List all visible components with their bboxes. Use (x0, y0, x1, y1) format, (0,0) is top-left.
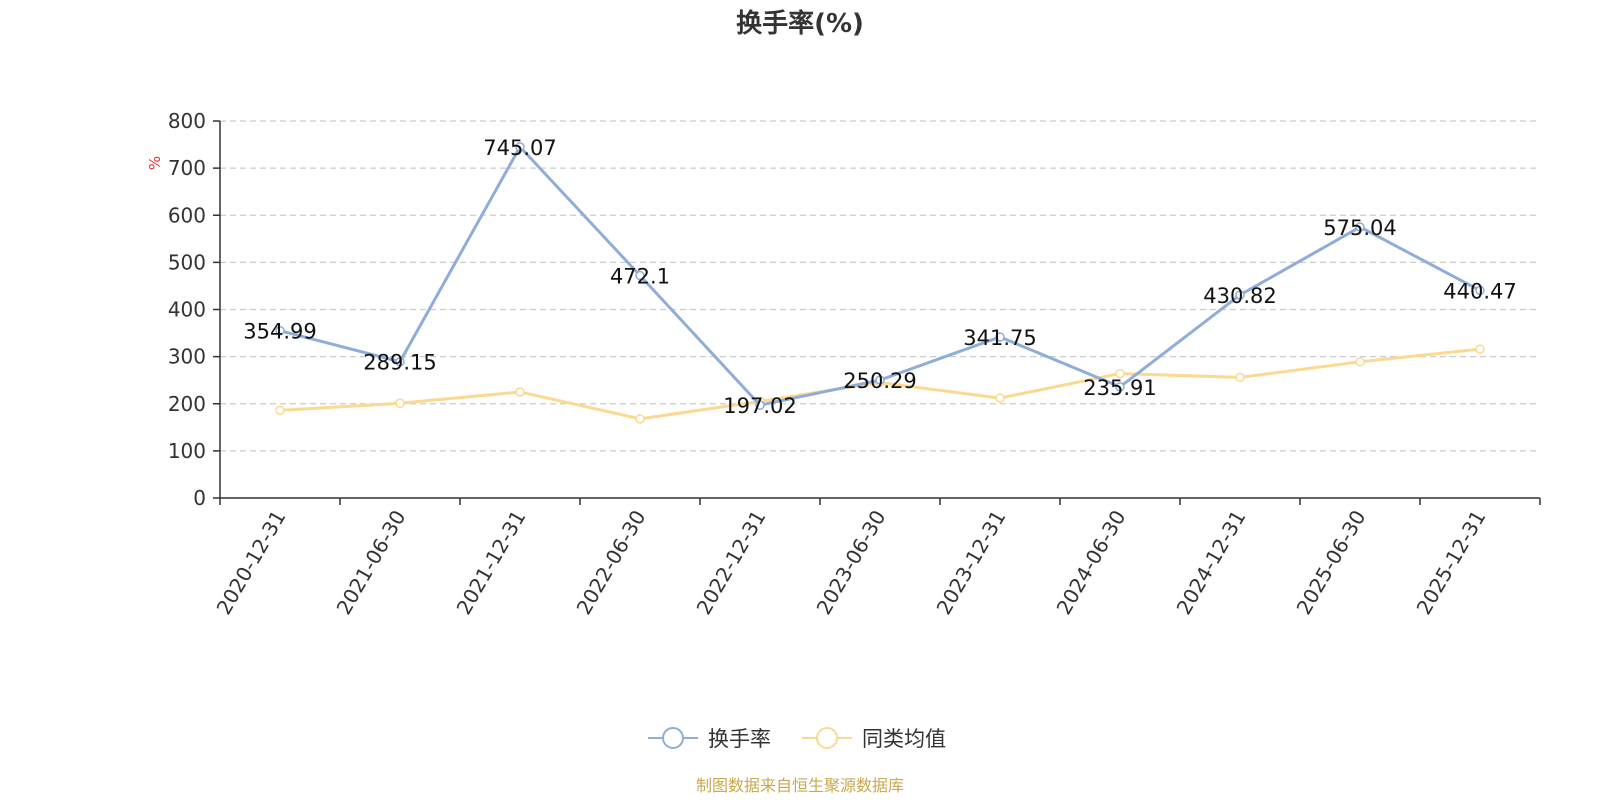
x-tick-label: 2025-12-31 (1411, 506, 1490, 619)
y-tick-label: 400 (168, 298, 206, 322)
x-tick-label: 2021-12-31 (451, 506, 530, 619)
data-point-peer-average (1235, 372, 1245, 383)
data-point-turnover (275, 325, 285, 336)
grid-lines (220, 120, 1540, 452)
data-point-peer-average (1115, 368, 1125, 379)
y-tick-label: 300 (168, 345, 206, 369)
x-tick-label: 2023-06-30 (811, 506, 890, 619)
series-layer (275, 142, 1485, 424)
x-tick-label: 2024-06-30 (1051, 506, 1130, 619)
x-tick-label: 2025-06-30 (1291, 506, 1370, 619)
data-label: 250.29 (843, 369, 916, 393)
y-tick-label: 500 (168, 250, 206, 274)
y-tick-label: 800 (168, 109, 206, 133)
data-point-turnover (395, 356, 405, 367)
data-point-turnover (1115, 382, 1125, 392)
data-point-peer-average (1475, 344, 1485, 354)
y-tick-label: 100 (168, 439, 206, 463)
data-label: 575.04 (1323, 216, 1396, 240)
data-point-peer-average (515, 387, 525, 397)
x-tick-label: 2022-12-31 (691, 506, 770, 619)
x-tick-label: 2024-12-31 (1171, 506, 1250, 619)
legend-label: 换手率 (708, 727, 771, 751)
data-label: 440.47 (1443, 279, 1516, 303)
data-label: 745.07 (483, 136, 556, 160)
data-point-peer-average (395, 398, 405, 409)
data-point-peer-average (995, 393, 1005, 403)
data-label: 235.91 (1083, 376, 1156, 400)
y-axis-unit-label: % (146, 156, 164, 170)
data-label: 354.99 (243, 320, 316, 344)
data-point-peer-average (635, 414, 645, 424)
legend-marker-icon (816, 727, 838, 749)
y-tick-label: 700 (168, 156, 206, 180)
y-tick-label: 200 (168, 392, 206, 416)
data-point-turnover (635, 270, 645, 281)
x-tick-label: 2021-06-30 (331, 506, 410, 619)
data-point-peer-average (275, 405, 285, 416)
x-tick-label: 2023-12-31 (931, 506, 1010, 619)
data-point-turnover (1235, 290, 1245, 300)
legend-marker-icon (662, 727, 684, 749)
x-tick-label: 2020-12-31 (211, 506, 290, 619)
legend-label: 同类均值 (862, 727, 946, 751)
legend[interactable]: 换手率 同类均值 (648, 727, 946, 751)
legend-item-turnover[interactable]: 换手率 (648, 727, 771, 751)
data-label: 289.15 (363, 351, 436, 375)
chart-title: 换手率(%) (736, 8, 864, 39)
data-label: 430.82 (1203, 284, 1276, 308)
data-label: 341.75 (963, 326, 1036, 350)
data-point-turnover (755, 400, 765, 410)
data-point-turnover (1475, 285, 1485, 296)
data-point-turnover (875, 375, 885, 385)
legend-item-peer-average[interactable]: 同类均值 (802, 727, 946, 751)
source-note: 制图数据来自恒生聚源数据库 (696, 776, 904, 795)
data-point-peer-average (1355, 357, 1365, 367)
series-line-turnover (279, 145, 1481, 407)
data-label: 472.1 (610, 265, 670, 289)
data-label: 197.02 (723, 394, 796, 418)
x-tick-label: 2022-06-30 (571, 506, 650, 619)
data-point-turnover (515, 142, 525, 152)
data-labels: 354.99 289.15 745.07 472.1 197.02 250.29 341.7… (243, 136, 1516, 418)
data-point-turnover (995, 332, 1005, 342)
y-tick-label: 0 (193, 486, 206, 510)
y-tick-label: 600 (168, 203, 206, 227)
data-point-turnover (1355, 222, 1365, 232)
